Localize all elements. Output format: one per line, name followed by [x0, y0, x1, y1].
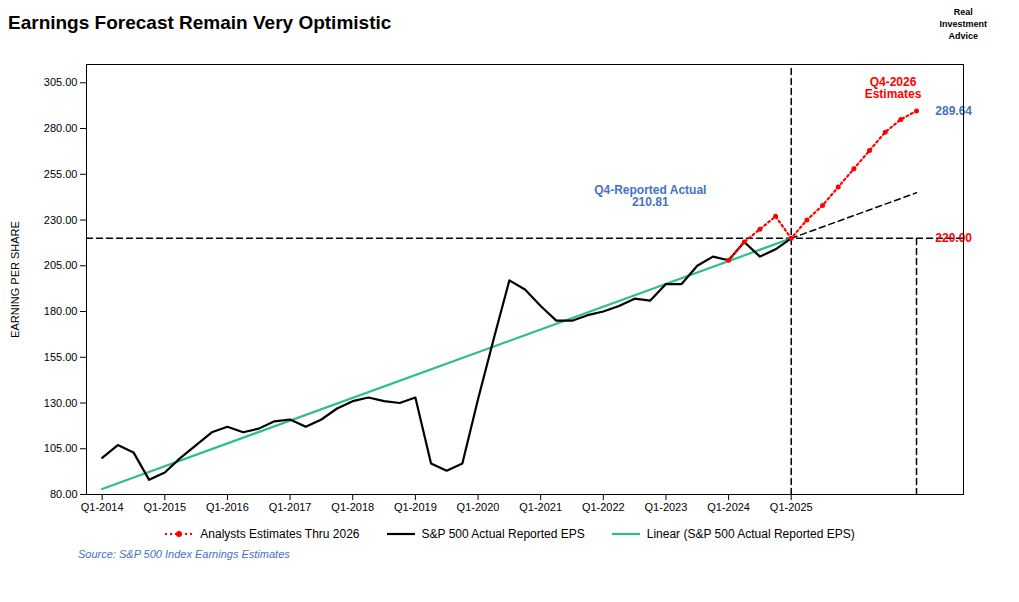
svg-text:280.00: 280.00 [44, 122, 78, 134]
svg-text:Q1-2025: Q1-2025 [770, 501, 813, 513]
svg-text:Q1-2023: Q1-2023 [645, 501, 688, 513]
svg-text:Q1-2016: Q1-2016 [206, 501, 249, 513]
svg-text:205.00: 205.00 [44, 259, 78, 271]
svg-text:Q1-2018: Q1-2018 [331, 501, 374, 513]
svg-text:255.00: 255.00 [44, 168, 78, 180]
svg-text:Q1-2021: Q1-2021 [519, 501, 562, 513]
svg-text:Q1-2020: Q1-2020 [457, 501, 500, 513]
svg-text:220.00: 220.00 [935, 231, 972, 245]
html-text:Analysts Estimates Thru 2026: Analysts Estimates Thru 2026 [200, 527, 360, 541]
svg-text:105.00: 105.00 [44, 442, 78, 454]
svg-text:130.00: 130.00 [44, 397, 78, 409]
svg-text:EARNING PER SHARE: EARNING PER SHARE [9, 221, 21, 338]
html-text:Linear (S&P 500 Actual Reporte: Linear (S&P 500 Actual Reported EPS) [646, 527, 855, 541]
svg-text:155.00: 155.00 [44, 351, 78, 363]
svg-text:80.00: 80.00 [50, 488, 78, 500]
svg-text:305.00: 305.00 [44, 76, 78, 88]
svg-text:180.00: 180.00 [44, 305, 78, 317]
svg-text:Q1-2017: Q1-2017 [269, 501, 312, 513]
html-text:Earnings Forecast Remain Very: Earnings Forecast Remain Very Optimistic [8, 12, 392, 33]
svg-text:Q1-2014: Q1-2014 [81, 501, 124, 513]
svg-text:Q1-2015: Q1-2015 [143, 501, 186, 513]
svg-text:Q4-2026Estimates: Q4-2026Estimates [865, 75, 922, 101]
html-text:Source: S&P 500 Index Earnings: Source: S&P 500 Index Earnings Estimates [78, 548, 290, 560]
svg-text:289.64: 289.64 [935, 104, 972, 118]
svg-text:Q1-2022: Q1-2022 [582, 501, 625, 513]
svg-text:Q1-2019: Q1-2019 [394, 501, 437, 513]
svg-text:Q4-Reported Actual210.81: Q4-Reported Actual210.81 [594, 183, 706, 209]
html-text:Real Investment Advice: Real Investment Advice [939, 7, 987, 42]
html-text:S&P 500 Actual Reported EPS: S&P 500 Actual Reported EPS [421, 527, 585, 541]
svg-text:230.00: 230.00 [44, 214, 78, 226]
svg-text:Q1-2024: Q1-2024 [707, 501, 750, 513]
